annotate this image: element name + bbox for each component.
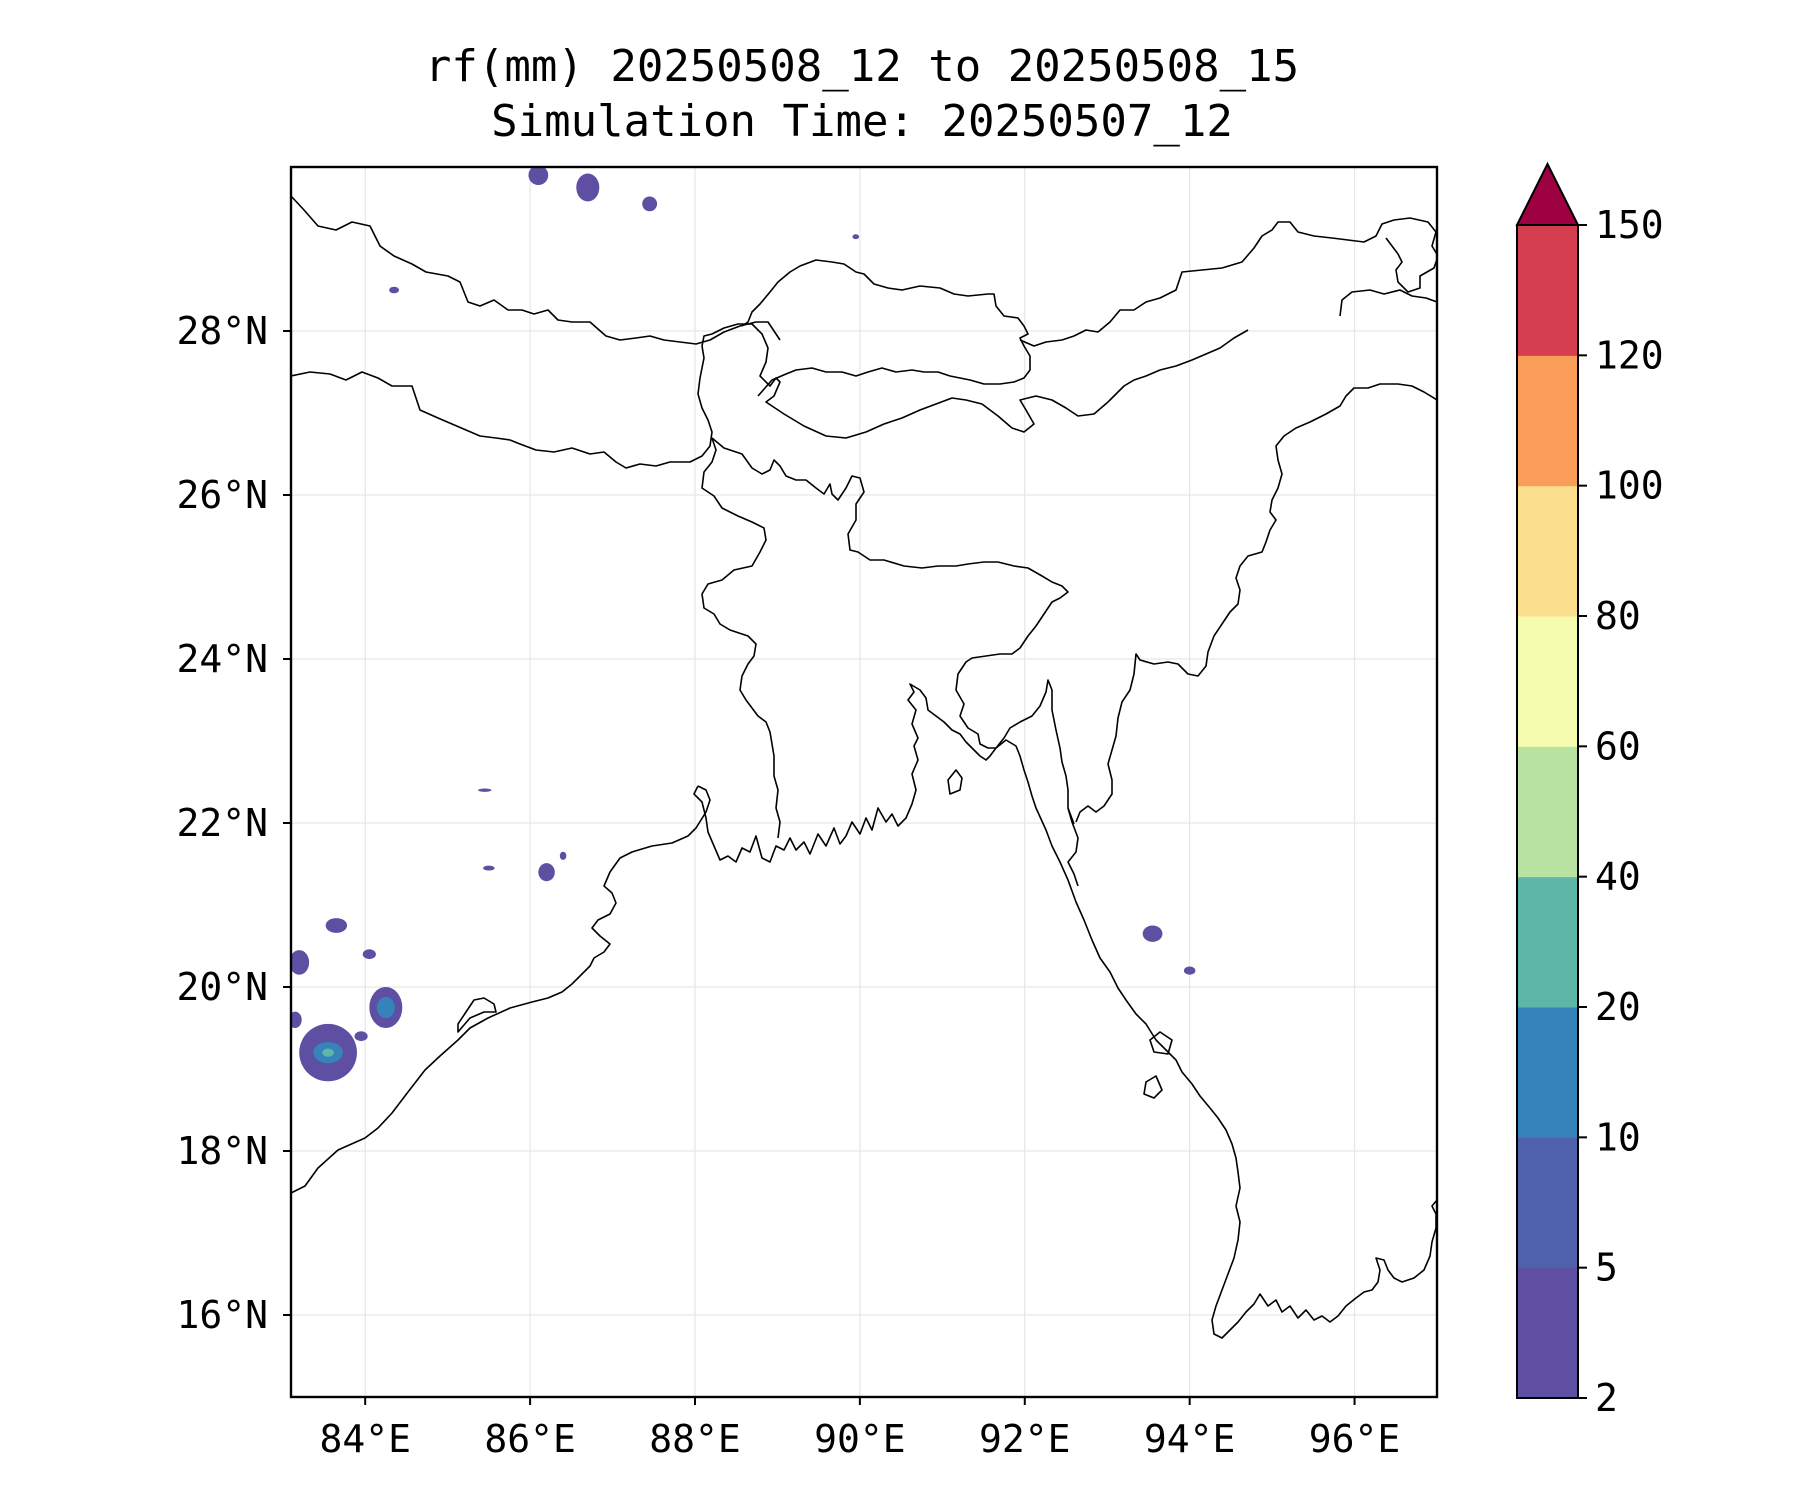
- tick-label-lon-96: 96°E: [1309, 1417, 1401, 1461]
- colorbar-band-1: [1517, 1137, 1578, 1269]
- tick-label-lon-90: 90°E: [814, 1417, 906, 1461]
- ramree-island: [1143, 1075, 1163, 1099]
- rain-cell-9: [354, 1031, 368, 1042]
- border-nepal-india-north: [291, 195, 781, 345]
- border-myanmar-india-south: [1067, 807, 1079, 887]
- colorbar-frame: [1516, 224, 1579, 1399]
- rain-cell-4: [376, 996, 395, 1019]
- rain-cell-7: [291, 1011, 302, 1028]
- rain-cell-17: [852, 234, 860, 240]
- tick-label-lat-28: 28°N: [176, 309, 268, 353]
- rain-cell-19: [1142, 925, 1163, 942]
- rain-cell-10: [538, 863, 555, 882]
- border-bangladesh: [711, 437, 1075, 825]
- border-sikkim-bhutan: [701, 323, 1249, 439]
- tick-label-lon-86: 86°E: [484, 1417, 576, 1461]
- colorbar-label-5: 60: [1595, 724, 1641, 768]
- colorbar-label-9: 150: [1595, 203, 1664, 247]
- border-bhutan: [741, 259, 1031, 397]
- rain-cell-5: [325, 918, 348, 933]
- colorbar: 2 5 10 20 40 60 80 100 120 150: [1515, 161, 1664, 1420]
- colorbar-extend-arrow: [1515, 161, 1580, 226]
- map-frame: [289, 165, 1439, 1399]
- title-line-1: rf(mm) 20250508_12 to 20250508_15: [425, 41, 1299, 92]
- rain-cell-14: [528, 167, 549, 186]
- border-myanmar-northeast: [1339, 289, 1437, 317]
- colorbar-label-3: 20: [1595, 985, 1641, 1029]
- rain-cell-16: [642, 196, 658, 212]
- colorbar-label-4: 40: [1595, 855, 1641, 899]
- colorbar-label-8: 120: [1595, 333, 1664, 377]
- colorbar-band-6: [1517, 485, 1578, 617]
- title-line-2: Simulation Time: 20250507_12: [491, 96, 1233, 147]
- tick-label-lat-24: 24°N: [176, 637, 268, 681]
- tick-label-lon-94: 94°E: [1144, 1417, 1236, 1461]
- border-arunachal-north: [1019, 217, 1437, 347]
- coastline-ganges-delta: [693, 683, 1437, 1339]
- colorbar-label-7: 100: [1595, 464, 1664, 508]
- rain-cell-8: [362, 949, 376, 960]
- colorbar-band-8: [1517, 225, 1578, 356]
- rain-cell-13: [478, 788, 492, 792]
- colorbar-band-2: [1517, 1007, 1578, 1138]
- cheduba-island: [1149, 1031, 1173, 1055]
- colorbar-band-3: [1517, 876, 1578, 1008]
- border-india-bangladesh-west: [701, 437, 781, 839]
- map-area: [291, 167, 1437, 1397]
- colorbar-band-0: [1517, 1267, 1578, 1399]
- colorbar-label-1: 5: [1595, 1246, 1618, 1290]
- rain-cell-12: [483, 865, 495, 871]
- colorbar-label-6: 80: [1595, 594, 1641, 638]
- tick-label-lat-20: 20°N: [176, 965, 268, 1009]
- map-background: [291, 167, 1437, 1397]
- rain-cell-6: [291, 950, 310, 975]
- rain-cell-20: [1183, 966, 1196, 975]
- tick-label-lon-84: 84°E: [319, 1417, 411, 1461]
- tick-label-lat-26: 26°N: [176, 473, 268, 517]
- colorbar-band-7: [1517, 355, 1578, 487]
- coastline-india-east: [291, 785, 711, 1194]
- tick-label-lon-92: 92°E: [979, 1417, 1071, 1461]
- chilika-lagoon: [457, 997, 497, 1033]
- tick-label-lat-16: 16°N: [176, 1293, 268, 1337]
- border-nepal-india-south: [291, 345, 713, 469]
- colorbar-band-5: [1517, 616, 1578, 747]
- rain-cell-11: [559, 851, 567, 860]
- tick-label-lat-18: 18°N: [176, 1129, 268, 1173]
- gridlines: [291, 167, 1437, 1397]
- rainfall-contours: [291, 167, 1196, 1082]
- tick-label-lon-88: 88°E: [649, 1417, 741, 1461]
- rain-cell-2: [322, 1048, 334, 1057]
- rain-cell-15: [576, 173, 600, 202]
- rain-cell-18: [389, 286, 400, 294]
- tick-label-lat-22: 22°N: [176, 801, 268, 845]
- colorbar-label-2: 10: [1595, 1115, 1641, 1159]
- map-axis-ticks: 84°E 86°E 88°E 90°E 92°E 94°E 96°E 28°N 26°N 24°N…: [176, 309, 1400, 1461]
- colorbar-label-0: 2: [1595, 1376, 1618, 1420]
- border-india-myanmar: [1075, 383, 1437, 823]
- bhola-island: [947, 769, 963, 795]
- colorbar-band-4: [1517, 746, 1578, 878]
